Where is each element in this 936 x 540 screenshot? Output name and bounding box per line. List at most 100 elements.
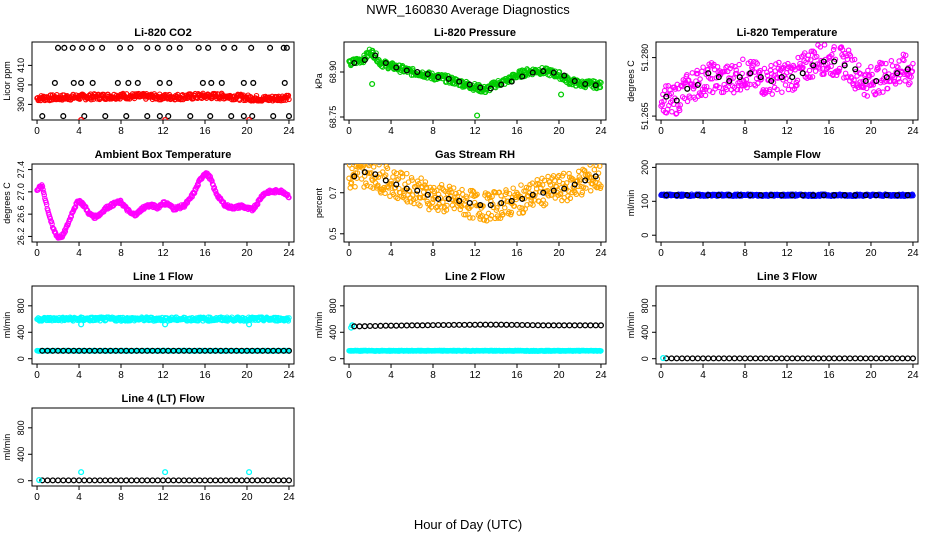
y-tick-label: 800 — [16, 298, 26, 313]
data-point — [824, 65, 830, 72]
data-point — [78, 116, 85, 120]
data-point — [372, 52, 379, 59]
data-point — [540, 189, 547, 196]
data-point — [486, 192, 492, 199]
y-tick-label: 27.4 — [16, 161, 26, 179]
data-point — [663, 192, 670, 199]
data-point — [729, 63, 735, 69]
series-sample-flow-avg — [663, 192, 911, 199]
data-point — [708, 62, 714, 69]
data-point — [348, 179, 355, 186]
data-point — [471, 321, 479, 328]
panel-title: Line 4 (LT) Flow — [122, 393, 205, 405]
y-axis-label: ml/min — [626, 312, 636, 339]
data-point — [799, 355, 806, 362]
data-point — [195, 44, 202, 51]
data-point — [424, 322, 431, 329]
series-line2-low — [346, 347, 604, 354]
data-point — [116, 44, 124, 51]
data-point — [831, 58, 838, 65]
data-point — [705, 192, 712, 199]
data-point — [127, 44, 134, 51]
x-tick-label: 16 — [823, 126, 835, 137]
data-point — [763, 87, 770, 93]
data-point — [817, 66, 823, 72]
data-point — [874, 67, 880, 73]
data-point — [470, 215, 476, 221]
data-point — [710, 355, 717, 362]
data-point — [404, 170, 410, 177]
data-point — [231, 44, 238, 51]
data-point — [701, 84, 708, 90]
data-point — [673, 97, 680, 104]
data-point — [351, 173, 358, 180]
data-point — [557, 190, 564, 197]
data-point — [870, 82, 877, 88]
data-point — [794, 355, 801, 362]
data-point — [715, 192, 722, 199]
data-point — [692, 96, 699, 102]
data-point — [907, 80, 913, 86]
data-point — [783, 355, 791, 362]
data-point — [667, 87, 673, 93]
data-point — [660, 355, 667, 362]
data-point — [881, 79, 887, 85]
y-tick-label: 26.6 — [16, 205, 26, 223]
data-point — [785, 60, 791, 67]
panel-title: Gas Stream RH — [435, 149, 515, 161]
data-point — [744, 81, 751, 87]
data-point — [165, 477, 172, 484]
data-point — [220, 44, 227, 51]
data-point — [587, 322, 594, 329]
data-point — [477, 202, 484, 209]
x-tick-label: 12 — [781, 126, 793, 137]
data-point — [162, 321, 169, 328]
data-point — [782, 82, 789, 88]
x-tick-label: 20 — [553, 370, 565, 381]
data-point — [508, 197, 515, 204]
data-point — [414, 187, 421, 194]
data-point — [361, 323, 368, 330]
data-point — [156, 113, 163, 120]
data-point — [591, 166, 598, 173]
data-point — [390, 174, 396, 180]
data-point — [511, 203, 518, 209]
data-point — [877, 59, 883, 66]
x-axis-title: Hour of Day (UTC) — [413, 517, 523, 532]
data-point — [408, 174, 415, 181]
data-point — [555, 322, 563, 329]
series-line4-avg — [39, 477, 293, 484]
x-tick-label: 0 — [346, 248, 352, 259]
data-point — [592, 173, 599, 180]
data-point — [403, 185, 410, 192]
data-point — [503, 187, 509, 193]
data-point — [571, 77, 578, 85]
data-point — [744, 84, 750, 91]
data-point — [852, 192, 859, 199]
data-point — [883, 60, 889, 67]
data-point — [60, 113, 67, 120]
data-point — [466, 81, 473, 88]
data-point — [733, 67, 739, 73]
data-point — [397, 169, 404, 176]
data-point — [99, 44, 106, 51]
data-point — [477, 84, 484, 91]
data-point — [895, 64, 901, 71]
data-point — [159, 477, 167, 484]
data-point — [810, 355, 817, 362]
data-layer — [346, 321, 605, 354]
data-point — [805, 52, 812, 59]
data-point — [417, 195, 424, 201]
data-point — [697, 76, 703, 82]
data-point — [96, 477, 104, 484]
x-tick-label: 24 — [283, 492, 295, 503]
plot-frame — [655, 163, 919, 243]
series-pressure — [346, 46, 604, 95]
data-point — [403, 322, 410, 329]
data-point — [910, 192, 916, 199]
data-point — [663, 83, 669, 89]
data-point — [373, 174, 379, 180]
data-point — [821, 42, 828, 48]
x-tick-label: 4 — [700, 248, 706, 259]
data-point — [356, 323, 363, 330]
